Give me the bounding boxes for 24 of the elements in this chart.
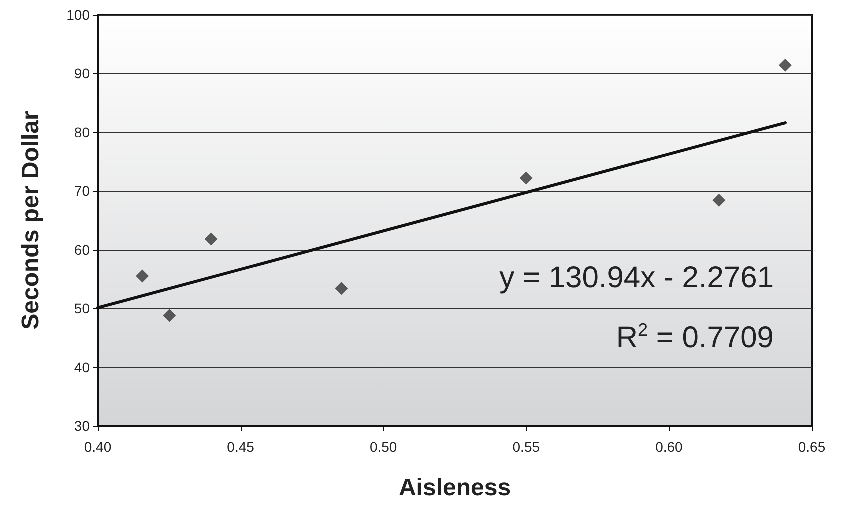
y-tick-label: 70 (74, 183, 90, 200)
y-tick-label: 30 (74, 418, 90, 434)
x-tick-label: 0.60 (656, 439, 684, 455)
x-tick-label: 0.65 (798, 439, 826, 455)
y-tick-label: 100 (66, 7, 90, 23)
point (163, 309, 176, 322)
y-tick-label: 60 (74, 242, 90, 258)
x-tick-label: 0.50 (370, 439, 398, 455)
y-axis-title: Seconds per Dollar (18, 111, 44, 330)
point (778, 58, 792, 72)
annotation: y = 130.94x - 2.2761 (500, 262, 774, 294)
point (136, 270, 150, 283)
y-tick-label: 40 (74, 359, 90, 376)
point (712, 194, 726, 208)
x-axis-title: Aisleness (398, 474, 512, 502)
x-tick-label: 0.40 (84, 439, 112, 455)
y-tick-label: 90 (74, 66, 90, 82)
y-tick-label: 80 (74, 124, 90, 140)
x-tick-label: 0.45 (227, 439, 255, 455)
y-tick-label: 50 (74, 300, 90, 317)
point (335, 282, 348, 296)
point (520, 172, 533, 185)
x-tick-label: 0.55 (512, 439, 540, 455)
point (204, 232, 218, 246)
